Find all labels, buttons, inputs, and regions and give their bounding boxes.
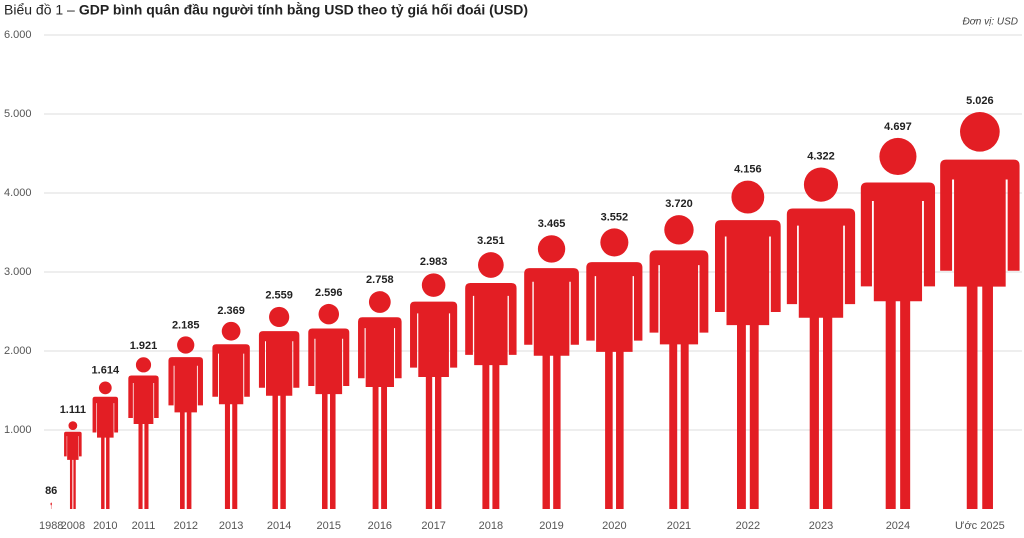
x-tick-label: 1988 bbox=[39, 520, 63, 532]
person-figure bbox=[649, 215, 709, 509]
person-figure bbox=[465, 252, 517, 509]
x-tick-label: 2021 bbox=[667, 520, 691, 532]
value-label: 2.559 bbox=[265, 290, 293, 302]
value-label: 2.983 bbox=[420, 256, 448, 268]
x-tick-label: Ước 2025 bbox=[955, 520, 1005, 532]
person-figure bbox=[358, 291, 402, 509]
person-figure bbox=[524, 235, 579, 509]
person-figure bbox=[50, 502, 52, 509]
x-tick-label: 2023 bbox=[809, 520, 833, 532]
x-tick-label: 2020 bbox=[602, 520, 626, 532]
value-label: 5.026 bbox=[966, 95, 994, 107]
value-label: 1.614 bbox=[92, 364, 120, 376]
person-figure bbox=[860, 137, 936, 509]
x-tick-label: 2013 bbox=[219, 520, 243, 532]
person-figure bbox=[308, 303, 350, 509]
chart-title: GDP bình quân đầu người tính bằng USD th… bbox=[79, 1, 528, 18]
value-label: 2.758 bbox=[366, 274, 394, 286]
value-label: 3.720 bbox=[665, 198, 693, 210]
value-label: 4.697 bbox=[884, 121, 912, 133]
x-tick-label: 2017 bbox=[421, 520, 445, 532]
value-label: 3.251 bbox=[477, 235, 505, 247]
person-figure bbox=[212, 321, 250, 509]
person-figure bbox=[128, 357, 159, 509]
value-label: 86 bbox=[45, 485, 57, 497]
person-figure bbox=[258, 306, 300, 509]
x-tick-label: 2008 bbox=[61, 520, 85, 532]
y-tick-label: 4.000 bbox=[4, 187, 32, 199]
figure-label: Biểu đồ 1 – bbox=[4, 2, 75, 18]
person-figure bbox=[410, 273, 458, 509]
y-tick-label: 1.000 bbox=[4, 424, 32, 436]
person-figure bbox=[64, 421, 82, 509]
value-label: 1.111 bbox=[60, 404, 86, 416]
y-tick-label: 3.000 bbox=[4, 266, 32, 278]
value-label: 4.322 bbox=[807, 150, 835, 162]
person-figure bbox=[715, 180, 781, 509]
person-figure bbox=[168, 336, 203, 509]
x-tick-label: 2011 bbox=[132, 520, 156, 532]
value-label: 3.552 bbox=[601, 211, 629, 223]
value-label: 2.185 bbox=[172, 319, 200, 331]
value-label: 3.465 bbox=[538, 218, 566, 230]
x-tick-label: 2015 bbox=[317, 520, 341, 532]
y-tick-label: 2.000 bbox=[4, 345, 32, 357]
x-tick-label: 2012 bbox=[173, 520, 197, 532]
value-label: 4.156 bbox=[734, 164, 762, 176]
x-tick-label: 2022 bbox=[736, 520, 760, 532]
x-tick-label: 2014 bbox=[267, 520, 291, 532]
person-figure bbox=[92, 381, 119, 509]
y-tick-label: 5.000 bbox=[4, 108, 32, 120]
person-figure bbox=[786, 167, 856, 509]
y-tick-label: 6.000 bbox=[4, 29, 32, 41]
value-label: 1.921 bbox=[130, 340, 158, 352]
person-figure bbox=[586, 228, 643, 509]
x-tick-label: 2010 bbox=[93, 520, 117, 532]
unit-note: Đơn vị: USD bbox=[963, 17, 1019, 28]
value-label: 2.369 bbox=[217, 305, 245, 317]
x-tick-label: 2019 bbox=[539, 520, 563, 532]
x-tick-label: 2024 bbox=[886, 520, 910, 532]
value-label: 2.596 bbox=[315, 287, 343, 299]
x-tick-label: 2018 bbox=[479, 520, 503, 532]
person-figure bbox=[940, 111, 1020, 509]
x-tick-label: 2016 bbox=[368, 520, 392, 532]
